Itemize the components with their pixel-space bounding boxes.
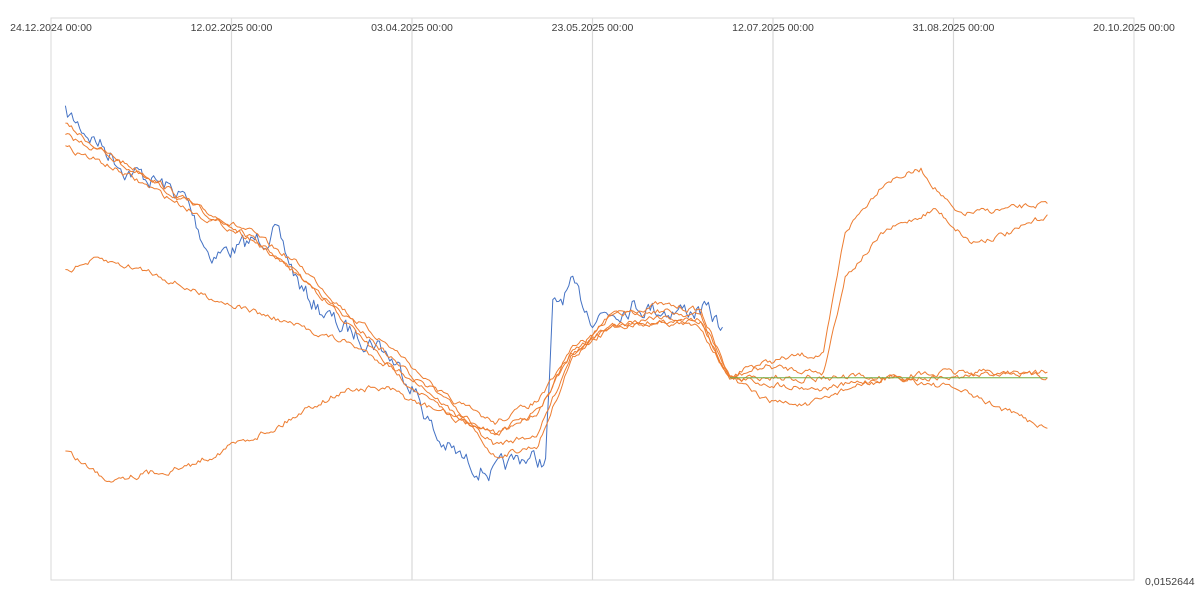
x-axis-tick-label: 24.12.2024 00:00 bbox=[10, 22, 92, 34]
x-axis-tick-label: 12.02.2025 00:00 bbox=[191, 22, 273, 34]
x-axis-tick-label: 31.08.2025 00:00 bbox=[913, 22, 995, 34]
gridlines bbox=[230, 18, 955, 580]
series-line-2 bbox=[65, 122, 1048, 459]
x-axis-tick-labels: 24.12.2024 00:00 12.02.2025 00:00 03.04.20… bbox=[10, 22, 1175, 34]
series-line-3 bbox=[65, 133, 1048, 445]
y-axis-tick-label: 0,0152644 bbox=[1145, 576, 1195, 588]
series-line-1 bbox=[64, 105, 723, 482]
series-line-5 bbox=[65, 256, 1048, 429]
series-group bbox=[64, 105, 1048, 483]
x-axis-tick-label: 03.04.2025 00:00 bbox=[371, 22, 453, 34]
x-axis-tick-label: 20.10.2025 00:00 bbox=[1093, 22, 1175, 34]
x-axis-tick-label: 12.07.2025 00:00 bbox=[732, 22, 814, 34]
x-axis-tick-label: 23.05.2025 00:00 bbox=[552, 22, 634, 34]
series-line-4 bbox=[65, 145, 1048, 435]
